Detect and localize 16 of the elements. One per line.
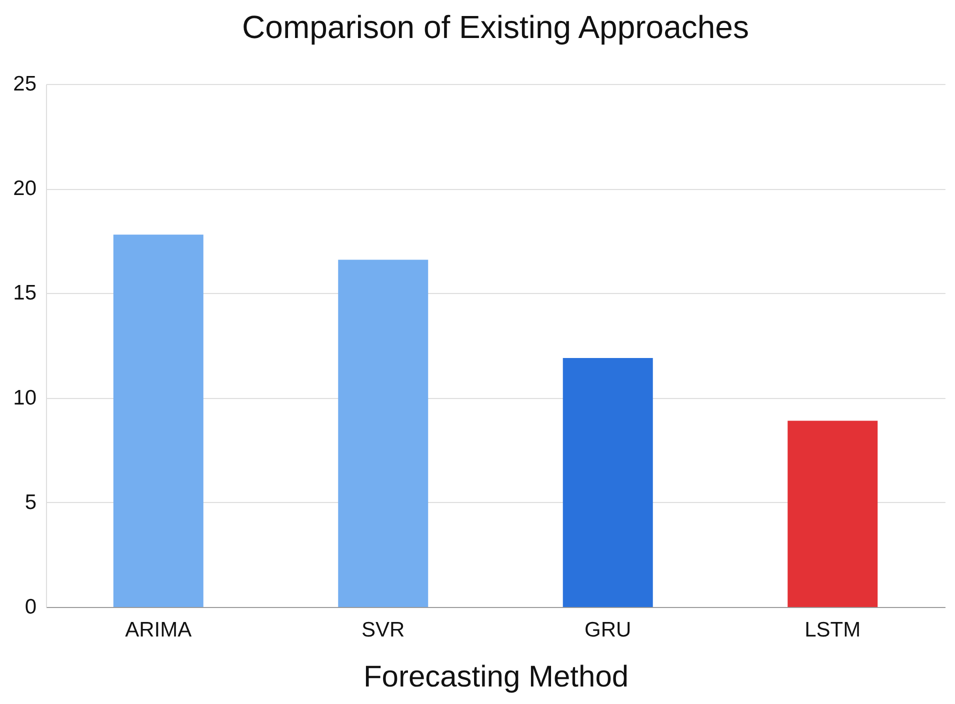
y-tick-label: 15 xyxy=(13,282,36,305)
y-tick-label: 0 xyxy=(24,596,36,618)
x-tick-label: ARIMA xyxy=(125,618,192,642)
y-tick-label: 20 xyxy=(13,177,36,200)
chart-title: Comparison of Existing Approaches xyxy=(242,9,749,45)
x-tick-label: LSTM xyxy=(804,618,861,642)
x-tick-label: GRU xyxy=(584,618,632,642)
bar xyxy=(788,420,878,607)
y-tick-label: 5 xyxy=(24,490,36,514)
bar xyxy=(562,358,653,607)
x-tick-label: SVR xyxy=(362,618,405,642)
bar xyxy=(113,234,204,607)
y-tick-label: 25 xyxy=(13,72,36,96)
y-tick-label: 10 xyxy=(13,386,36,410)
bar xyxy=(338,260,428,607)
x-axis-title: Forecasting Method xyxy=(363,660,629,694)
